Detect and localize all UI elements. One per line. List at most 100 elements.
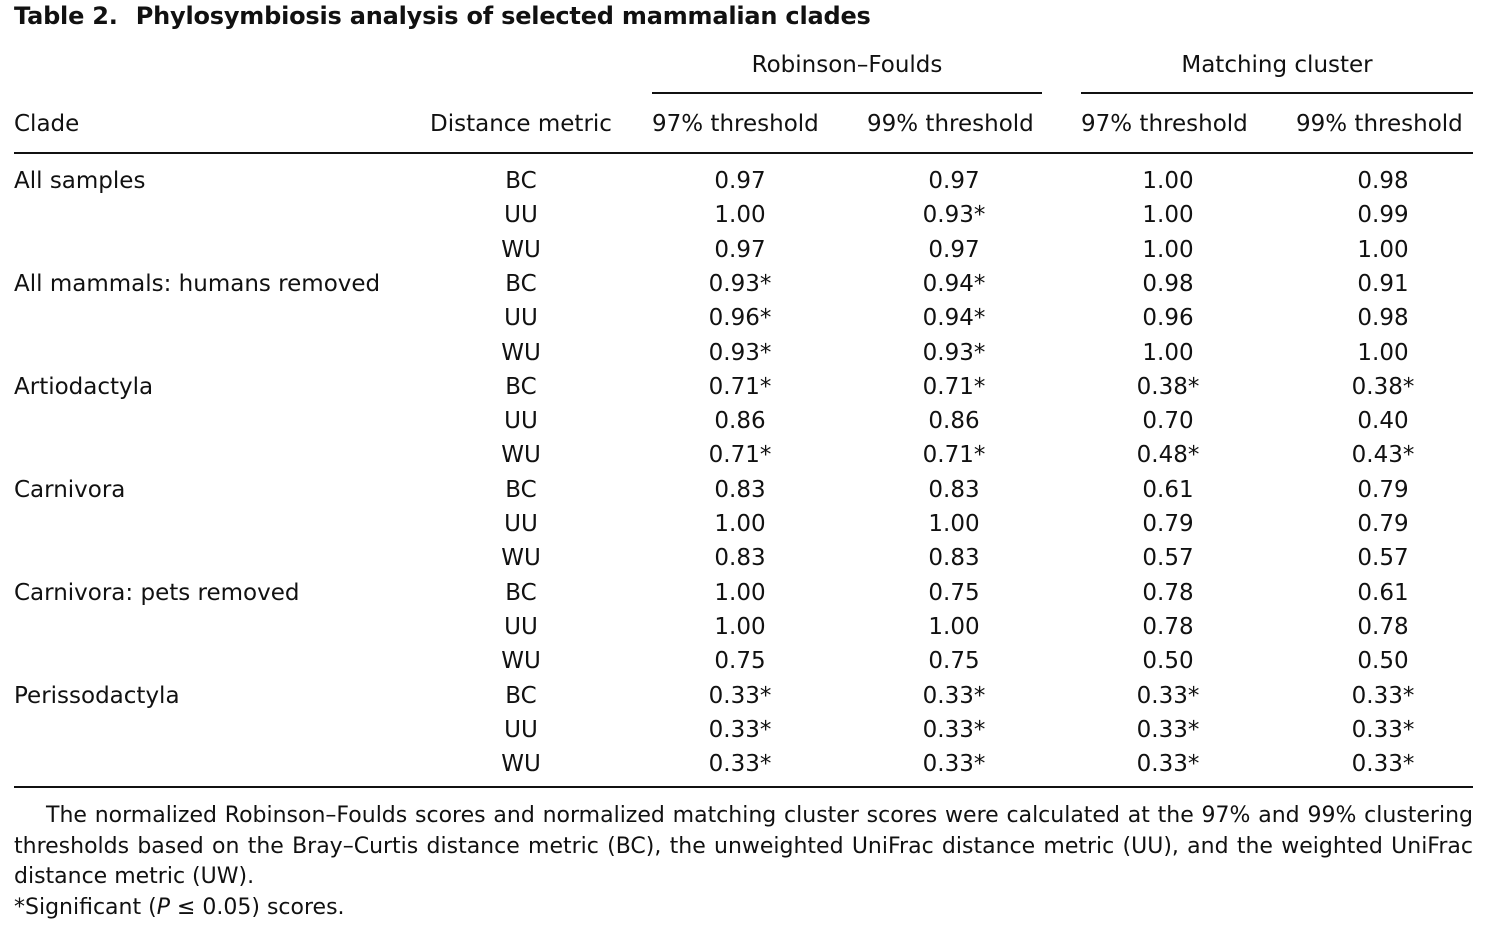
value-cell-mc-97: 1.00 (1142, 236, 1194, 263)
value-cell-mc-97: 0.79 (1142, 511, 1194, 537)
column-header-rf-97: 97% threshold (652, 111, 819, 137)
value-cell-rf-99: 0.83 (928, 476, 980, 503)
value-cell-mc-99: 0.61 (1357, 579, 1409, 606)
value-cell-mc-97: 0.33* (1136, 716, 1200, 743)
value-cell-mc-97: 0.33* (1136, 751, 1200, 778)
group-header-matching-cluster: Matching cluster (1181, 52, 1373, 78)
value-cell-rf-97: 1.00 (714, 511, 766, 537)
column-header-mc-99: 99% threshold (1296, 111, 1463, 137)
significance-condition: ≤ 0.05) scores. (169, 895, 345, 920)
clade-cell: Carnivora: pets removed (14, 579, 300, 606)
distance-metric-cell: UU (504, 305, 538, 332)
value-cell-mc-99: 0.38* (1351, 373, 1415, 400)
value-cell-rf-99: 1.00 (928, 613, 980, 640)
value-cell-rf-97: 0.86 (714, 408, 766, 435)
value-cell-rf-99: 0.71* (922, 442, 986, 469)
value-cell-rf-97: 0.93* (708, 270, 772, 297)
distance-metric-cell: UU (504, 408, 538, 435)
distance-metric-cell: BC (505, 579, 537, 606)
group-underline-matching-cluster (1081, 92, 1473, 94)
footnote-description: The normalized Robinson–Foulds scores an… (14, 803, 1473, 889)
clade-cell: All samples (14, 168, 146, 194)
value-cell-rf-97: 0.83 (714, 476, 766, 503)
value-cell-mc-99: 0.43* (1351, 442, 1415, 469)
value-cell-mc-97: 0.38* (1136, 373, 1200, 400)
distance-metric-cell: WU (501, 442, 541, 469)
distance-metric-cell: WU (501, 236, 541, 263)
distance-metric-cell: UU (504, 613, 538, 640)
value-cell-mc-99: 0.78 (1357, 613, 1409, 640)
value-cell-rf-99: 0.86 (928, 408, 980, 435)
header-rule (14, 152, 1473, 154)
distance-metric-cell: WU (501, 545, 541, 572)
value-cell-rf-97: 0.33* (708, 716, 772, 743)
distance-metric-cell: WU (501, 648, 541, 675)
value-cell-mc-97: 0.50 (1142, 648, 1194, 675)
value-cell-mc-99: 1.00 (1357, 236, 1409, 263)
value-cell-rf-97: 0.33* (708, 682, 772, 709)
value-cell-mc-99: 0.33* (1351, 751, 1415, 778)
value-cell-rf-97: 1.00 (714, 202, 766, 229)
table-title: Table 2. Phylosymbiosis analysis of selec… (14, 2, 871, 30)
value-cell-mc-97: 0.33* (1136, 682, 1200, 709)
value-cell-mc-97: 1.00 (1142, 202, 1194, 229)
distance-metric-cell: BC (505, 682, 537, 709)
value-cell-rf-97: 0.75 (714, 648, 766, 675)
clade-cell: Carnivora (14, 476, 126, 503)
value-cell-rf-97: 0.97 (714, 236, 766, 263)
value-cell-rf-99: 0.75 (928, 579, 980, 606)
value-cell-rf-99: 0.97 (928, 236, 980, 263)
value-cell-rf-97: 0.97 (714, 168, 766, 194)
distance-metric-cell: BC (505, 270, 537, 297)
value-cell-rf-99: 0.97 (928, 168, 980, 194)
footnote-significance: *Significant (P ≤ 0.05) scores. (14, 893, 1473, 924)
table-number: Table 2. (14, 2, 118, 30)
value-cell-mc-99: 1.00 (1357, 339, 1409, 366)
value-cell-rf-99: 0.33* (922, 682, 986, 709)
value-cell-rf-99: 0.93* (922, 339, 986, 366)
value-cell-mc-99: 0.57 (1357, 545, 1409, 572)
value-cell-rf-99: 0.33* (922, 751, 986, 778)
value-cell-mc-97: 0.78 (1142, 579, 1194, 606)
value-cell-mc-97: 1.00 (1142, 168, 1194, 194)
clade-cell: All mammals: humans removed (14, 270, 381, 297)
group-underline-robinson-foulds (652, 92, 1042, 94)
clade-cell: Perissodactyla (14, 682, 180, 709)
significance-prefix: *Significant ( (14, 895, 157, 920)
clade-cell: Artiodactyla (14, 373, 154, 400)
value-cell-rf-99: 0.94* (922, 305, 986, 332)
value-cell-mc-97: 0.96 (1142, 305, 1194, 332)
distance-metric-cell: BC (505, 476, 537, 503)
column-header-clade: Clade (14, 111, 80, 137)
value-cell-rf-99: 0.93* (922, 202, 986, 229)
value-cell-rf-99: 0.75 (928, 648, 980, 675)
value-cell-rf-97: 1.00 (714, 613, 766, 640)
value-cell-mc-97: 0.70 (1142, 408, 1194, 435)
value-cell-rf-97: 1.00 (714, 579, 766, 606)
column-header-mc-97: 97% threshold (1081, 111, 1248, 137)
distance-metric-cell: UU (504, 716, 538, 743)
value-cell-rf-99: 0.94* (922, 270, 986, 297)
distance-metric-cell: WU (501, 339, 541, 366)
value-cell-mc-99: 0.33* (1351, 682, 1415, 709)
value-cell-rf-97: 0.33* (708, 751, 772, 778)
group-header-robinson-foulds: Robinson–Foulds (751, 52, 943, 78)
value-cell-rf-97: 0.71* (708, 442, 772, 469)
value-cell-mc-97: 0.61 (1142, 476, 1194, 503)
value-cell-mc-97: 0.48* (1136, 442, 1200, 469)
value-cell-mc-97: 0.57 (1142, 545, 1194, 572)
value-cell-mc-97: 1.00 (1142, 339, 1194, 366)
value-cell-rf-97: 0.93* (708, 339, 772, 366)
value-cell-rf-97: 0.83 (714, 545, 766, 572)
value-cell-rf-99: 0.71* (922, 373, 986, 400)
value-cell-mc-99: 0.91 (1357, 270, 1409, 297)
bottom-rule (14, 786, 1473, 788)
value-cell-mc-99: 0.98 (1357, 305, 1409, 332)
value-cell-rf-97: 0.96* (708, 305, 772, 332)
value-cell-mc-99: 0.99 (1357, 202, 1409, 229)
value-cell-mc-97: 0.78 (1142, 613, 1194, 640)
distance-metric-cell: WU (501, 751, 541, 778)
value-cell-mc-99: 0.33* (1351, 716, 1415, 743)
column-header-distance-metric: Distance metric (430, 111, 612, 137)
distance-metric-cell: UU (504, 511, 538, 537)
